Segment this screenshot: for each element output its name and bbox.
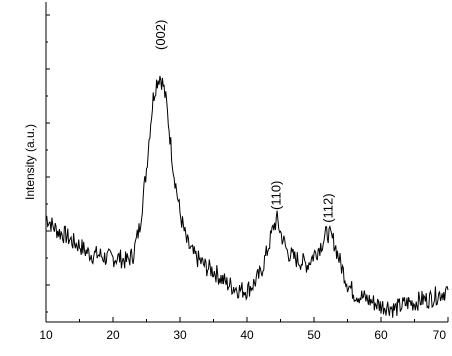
series-line bbox=[45, 75, 449, 318]
peak-label: (002) bbox=[153, 20, 168, 50]
peak-label: (112) bbox=[321, 193, 336, 222]
peak-label: (110) bbox=[269, 181, 284, 210]
x-tick-label: 20 bbox=[106, 328, 120, 342]
peak-annotations: (002) (110) (112) bbox=[153, 20, 336, 223]
x-tick-label: 60 bbox=[374, 328, 388, 342]
x-tick-label: 50 bbox=[307, 328, 321, 342]
plot-frame bbox=[45, 2, 448, 323]
y-axis-ticks bbox=[46, 14, 50, 313]
x-axis-ticks bbox=[45, 317, 449, 322]
x-tick-labels: 10 20 30 40 50 60 70 bbox=[39, 328, 446, 342]
x-tick-label: 30 bbox=[173, 328, 187, 342]
x-tick-label: 40 bbox=[240, 328, 254, 342]
x-tick-label: 10 bbox=[39, 328, 53, 342]
y-axis-label: Intensity (a.u.) bbox=[23, 124, 37, 200]
x-tick-label: 70 bbox=[433, 328, 447, 342]
